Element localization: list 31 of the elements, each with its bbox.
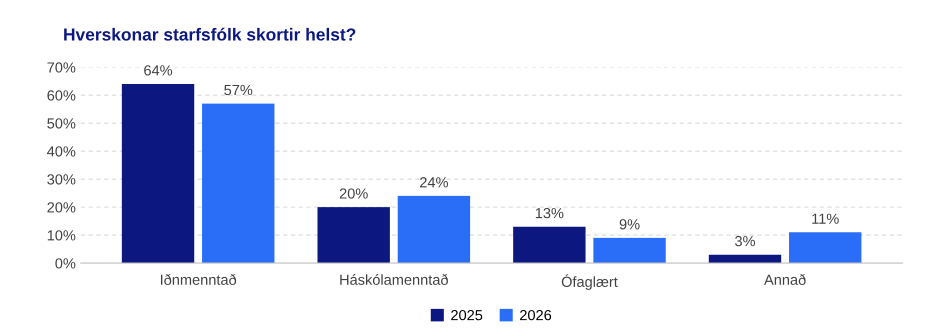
bar (593, 238, 666, 264)
y-tick-label: 70% (47, 62, 76, 73)
bar (398, 196, 470, 264)
y-tick-label: 30% (47, 174, 76, 185)
y-tick-label: 0% (55, 258, 76, 269)
data-label: 64% (144, 65, 172, 76)
bar (789, 232, 862, 264)
legend-label: 2025 (451, 310, 482, 320)
data-label: 11% (812, 214, 839, 224)
data-label: 57% (224, 84, 252, 96)
y-tick-label: 60% (47, 90, 76, 101)
y-tick-label: 10% (48, 230, 76, 241)
x-tick-label: Ófaglært (562, 274, 618, 290)
data-label: 13% (536, 208, 564, 218)
y-tick-label: 20% (47, 202, 76, 213)
y-tick-label: 40% (47, 146, 76, 157)
bar (317, 207, 390, 264)
bar (122, 84, 194, 264)
data-label: 24% (420, 177, 448, 188)
legend-label: 2026 (520, 310, 552, 320)
data-label: 9% (620, 219, 640, 230)
chart-title: Hverskonar starfsfólk skortir helst? (64, 28, 356, 41)
data-label: 3% (735, 236, 756, 246)
data-label: 20% (340, 188, 368, 199)
x-tick-label: Háskólamenntað (340, 274, 448, 285)
y-tick-label: 50% (47, 118, 76, 129)
x-tick-label: Annað (764, 274, 806, 285)
x-tick-label: Iðnmenntað (160, 274, 236, 285)
bar (202, 104, 274, 264)
bar (708, 254, 782, 264)
bar (513, 226, 586, 264)
